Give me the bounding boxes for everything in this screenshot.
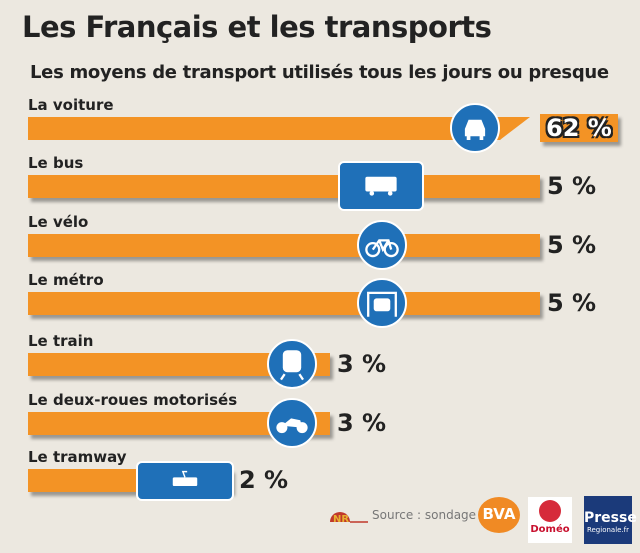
- metro-icon: [357, 278, 407, 328]
- car-icon: [450, 103, 500, 153]
- svg-text:NR: NR: [333, 514, 349, 523]
- train-icon: [267, 339, 317, 389]
- domeo-logo: Doméo: [528, 497, 572, 543]
- value-label: 5 %: [547, 289, 597, 317]
- value-label: 5 %: [547, 231, 597, 259]
- source-text: Source : sondage :: [372, 508, 484, 522]
- category-label: Le métro: [28, 271, 104, 289]
- value-label: 3 %: [337, 409, 387, 437]
- category-label: Le train: [28, 332, 94, 350]
- bar-3: [28, 292, 540, 315]
- bus-icon: [338, 161, 424, 211]
- chart-subtitle: Les moyens de transport utilisés tous le…: [30, 62, 609, 83]
- bar-0: [28, 117, 530, 140]
- category-label: Le deux-roues motorisés: [28, 391, 238, 409]
- value-label: 2 %: [239, 466, 289, 494]
- category-label: Le tramway: [28, 448, 127, 466]
- value-label: 5 %: [547, 172, 597, 200]
- motorbike-icon: [267, 398, 317, 448]
- category-label: La voiture: [28, 96, 114, 114]
- nr-logo: NR: [328, 508, 368, 525]
- bar-5: [28, 412, 330, 435]
- value-label: 62 %: [540, 114, 618, 142]
- chart-title: Les Français et les transports: [22, 10, 492, 44]
- bar-1: [28, 175, 540, 198]
- tram-icon: [136, 461, 234, 501]
- bar-2: [28, 234, 540, 257]
- category-label: Le bus: [28, 154, 84, 172]
- bva-logo: BVA: [478, 497, 520, 533]
- category-label: Le vélo: [28, 213, 89, 231]
- value-label: 3 %: [337, 350, 387, 378]
- bicycle-icon: [357, 220, 407, 270]
- presse-regionale-logo: Presse Regionale.fr: [584, 496, 637, 544]
- bar-4: [28, 353, 330, 376]
